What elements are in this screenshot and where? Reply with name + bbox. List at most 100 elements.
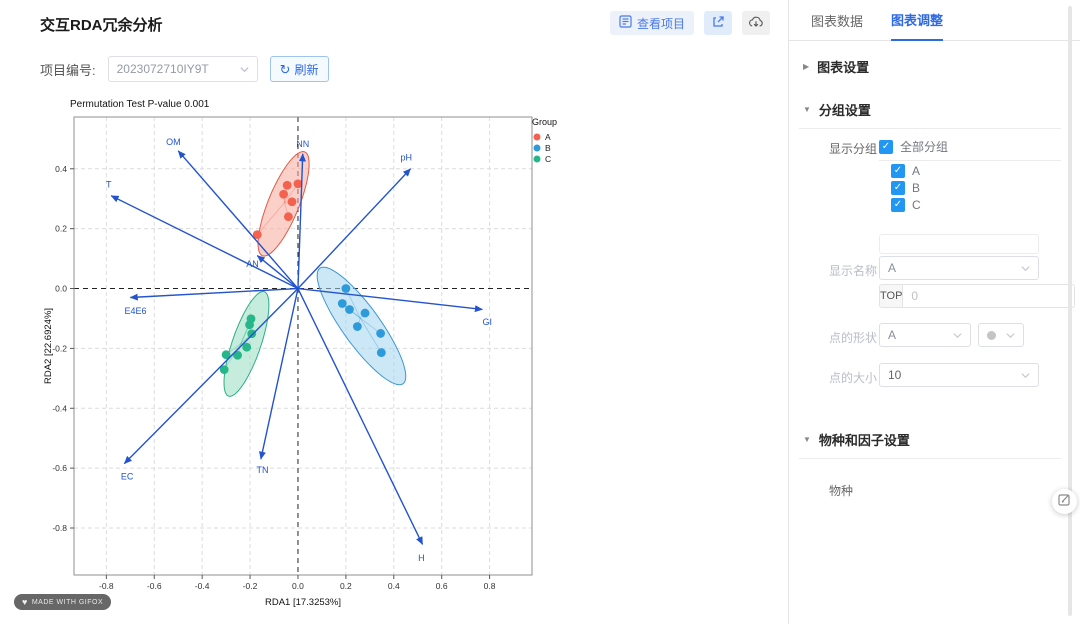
data-point bbox=[341, 284, 351, 293]
panel-scrollbar[interactable] bbox=[1068, 6, 1072, 616]
plot-border bbox=[73, 116, 533, 576]
refresh-icon: ↻ bbox=[279, 61, 291, 77]
show-name-select[interactable]: A bbox=[879, 256, 1039, 280]
svg-text:-0.2: -0.2 bbox=[243, 581, 258, 591]
data-point bbox=[283, 212, 293, 222]
top-prefix-label: TOP bbox=[879, 284, 904, 308]
legend-swatch-B bbox=[533, 144, 541, 152]
arrow-E4E6 bbox=[129, 287, 299, 301]
edit-note-icon bbox=[1058, 493, 1071, 511]
arrow-label-E4E6: E4E6 bbox=[125, 306, 147, 316]
checkbox-checked-icon[interactable]: ✓ bbox=[879, 139, 893, 154]
panel-tabs: 图表数据 图表调整 bbox=[789, 0, 1080, 41]
chevron-down-icon bbox=[953, 332, 962, 338]
checkbox-all-groups[interactable]: ✓ 全部分组 bbox=[879, 138, 948, 155]
checkbox-checked-icon[interactable]: ✓ bbox=[891, 198, 905, 212]
project-list-icon bbox=[619, 15, 632, 31]
y-axis-label: RDA2 [22.6924%] bbox=[43, 308, 54, 384]
page-title: 交互RDA冗余分析 bbox=[40, 17, 163, 34]
show-name-label: 显示名称 bbox=[829, 264, 878, 278]
data-point bbox=[282, 180, 292, 190]
checkbox-checked-icon[interactable]: ✓ bbox=[891, 164, 905, 178]
legend: Group ABC bbox=[532, 117, 557, 164]
tab-chart-adjust[interactable]: 图表调整 bbox=[891, 10, 944, 41]
arrow-label-GI: GI bbox=[482, 317, 492, 327]
refresh-label: 刷新 bbox=[294, 62, 319, 77]
svg-text:-0.8: -0.8 bbox=[52, 523, 67, 533]
arrow-label-T: T bbox=[106, 179, 112, 189]
cloud-download-icon bbox=[748, 15, 764, 32]
svg-text:-0.4: -0.4 bbox=[195, 581, 210, 591]
top-n-input[interactable] bbox=[903, 284, 1076, 308]
checkbox-checked-icon[interactable]: ✓ bbox=[891, 181, 905, 195]
legend-swatch-C bbox=[533, 155, 541, 163]
checkbox-group-b[interactable]: ✓ B bbox=[891, 181, 920, 195]
caret-down-icon: ▼ bbox=[803, 105, 811, 114]
divider bbox=[879, 160, 1061, 161]
arrow-label-pH: pH bbox=[400, 153, 412, 163]
section-group-settings[interactable]: ▼ 分组设置 bbox=[803, 103, 871, 118]
svg-text:-0.6: -0.6 bbox=[52, 463, 67, 473]
download-button[interactable] bbox=[742, 11, 770, 35]
point-size-select[interactable]: 10 bbox=[879, 363, 1039, 387]
data-point bbox=[352, 322, 362, 331]
circle-shape-icon bbox=[987, 330, 996, 340]
legend-label-A: A bbox=[545, 132, 551, 142]
project-id-label: 项目编号: bbox=[40, 62, 96, 78]
data-point bbox=[233, 350, 243, 360]
data-point bbox=[376, 348, 386, 357]
project-id-value: 2023072710IY9T bbox=[116, 62, 209, 76]
arrow-GI bbox=[297, 287, 483, 313]
arrow-AN bbox=[256, 255, 299, 290]
top-n-field: TOP bbox=[879, 284, 1076, 308]
data-point bbox=[360, 308, 370, 318]
point-shape-group-select[interactable]: A bbox=[879, 323, 971, 347]
x-axis-label: RDA1 [17.3253%] bbox=[265, 597, 341, 608]
arrow-label-NN: NN bbox=[296, 139, 309, 149]
arrow-H bbox=[297, 288, 424, 545]
checkbox-group-c[interactable]: ✓ C bbox=[891, 198, 921, 212]
tab-chart-data[interactable]: 图表数据 bbox=[811, 14, 864, 29]
arrow-EC bbox=[123, 288, 299, 465]
gridlines bbox=[74, 117, 532, 575]
svg-text:-0.6: -0.6 bbox=[147, 581, 162, 591]
export-image-button[interactable] bbox=[704, 11, 732, 35]
checkbox-group-a[interactable]: ✓ A bbox=[891, 164, 920, 178]
svg-text:0.6: 0.6 bbox=[436, 581, 448, 591]
arrow-OM bbox=[177, 150, 299, 289]
legend-swatch-A bbox=[533, 133, 541, 141]
divider bbox=[799, 458, 1061, 459]
arrow-label-H: H bbox=[418, 553, 425, 563]
points-group-C bbox=[219, 314, 257, 375]
data-point bbox=[345, 305, 354, 314]
made-with-badge: ♥ MADE WITH GIFOX bbox=[14, 594, 112, 610]
chevron-down-icon bbox=[1021, 265, 1030, 271]
arrow-label-EC: EC bbox=[121, 472, 134, 482]
chevron-down-icon bbox=[1006, 332, 1015, 338]
arrow-pH bbox=[297, 168, 412, 290]
empty-select[interactable] bbox=[879, 234, 1039, 254]
project-id-select[interactable]: 2023072710IY9T bbox=[107, 56, 258, 82]
caret-right-icon: ▶ bbox=[803, 62, 810, 71]
points-group-B bbox=[337, 284, 386, 357]
show-groups-label: 显示分组 bbox=[829, 142, 878, 156]
point-shape-symbol-select[interactable] bbox=[978, 323, 1024, 347]
data-point bbox=[247, 329, 257, 339]
legend-label-C: C bbox=[545, 154, 551, 164]
open-in-new-icon bbox=[711, 15, 725, 32]
view-project-button[interactable]: 查看项目 bbox=[609, 11, 694, 35]
data-point bbox=[242, 342, 252, 352]
caret-down-icon: ▼ bbox=[803, 435, 811, 444]
svg-text:-0.4: -0.4 bbox=[52, 403, 67, 413]
refresh-button[interactable]: ↻ 刷新 bbox=[269, 56, 329, 82]
point-size-label: 点的大小 bbox=[829, 371, 878, 385]
section-chart-settings[interactable]: ▶ 图表设置 bbox=[803, 60, 870, 75]
data-point bbox=[376, 329, 386, 338]
data-point bbox=[293, 179, 303, 189]
data-point bbox=[279, 189, 288, 199]
svg-text:0.0: 0.0 bbox=[55, 284, 67, 294]
data-point bbox=[287, 197, 297, 207]
section-species-factor[interactable]: ▼ 物种和因子设置 bbox=[803, 433, 910, 448]
svg-text:0.8: 0.8 bbox=[484, 581, 496, 591]
edit-fab-button[interactable] bbox=[1052, 489, 1077, 514]
